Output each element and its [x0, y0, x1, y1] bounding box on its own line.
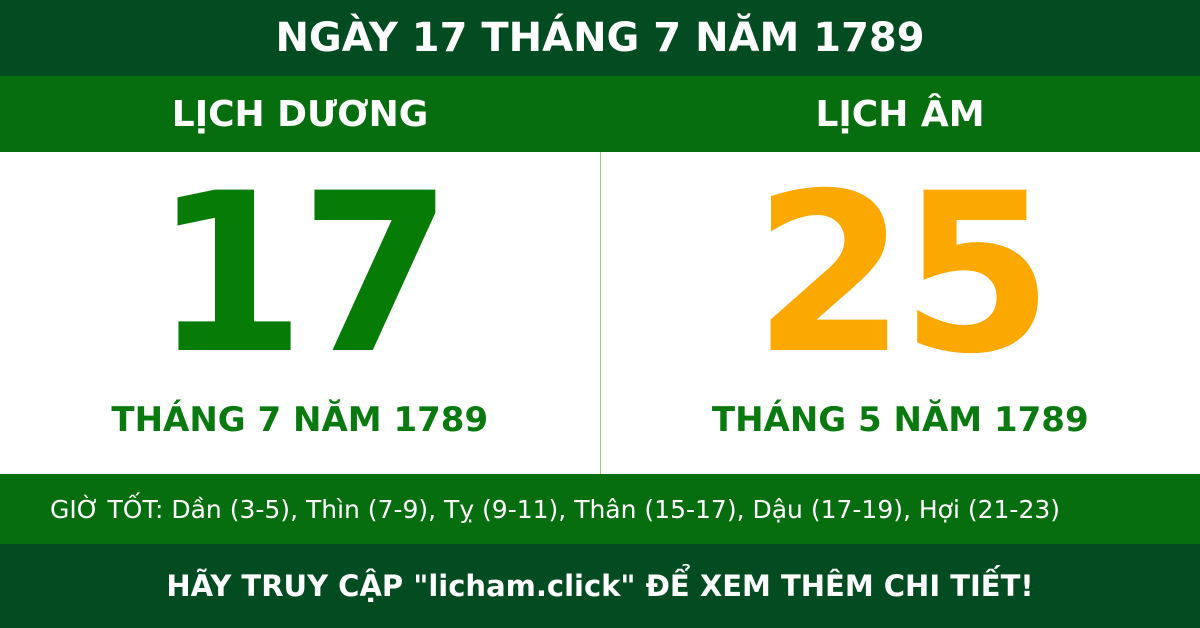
solar-label: LỊCH DƯƠNG [171, 93, 429, 135]
title: NGÀY 17 THÁNG 7 NĂM 1789 [275, 15, 925, 61]
solar-month-year: THÁNG 7 NĂM 1789 [111, 400, 489, 440]
good-hours: GIỜ TỐT: Dần (3-5), Thìn (7-9), Tỵ (9-11… [0, 474, 1200, 544]
good-hours-text: GIỜ TỐT: Dần (3-5), Thìn (7-9), Tỵ (9-11… [50, 494, 1061, 524]
lunar-day: 25 [753, 146, 1053, 402]
header: NGÀY 17 THÁNG 7 NĂM 1789 [0, 0, 1200, 76]
solar-panel: 17 THÁNG 7 NĂM 1789 [0, 152, 600, 474]
footer-text: HÃY TRUY CẬP "licham.click" ĐỂ XEM THÊM … [166, 569, 1034, 603]
lunar-panel: 25 THÁNG 5 NĂM 1789 [599, 146, 1200, 474]
lunar-label: LỊCH ÂM [815, 93, 985, 135]
lunar-month-year: THÁNG 5 NĂM 1789 [711, 400, 1089, 440]
footer: HÃY TRUY CẬP "licham.click" ĐỂ XEM THÊM … [0, 544, 1200, 628]
days: 17 THÁNG 7 NĂM 1789 25 THÁNG 5 NĂM 1789 [0, 152, 1200, 474]
solar-day: 17 [152, 146, 453, 402]
calendar-labels: LỊCH DƯƠNG LỊCH ÂM [0, 76, 1200, 152]
